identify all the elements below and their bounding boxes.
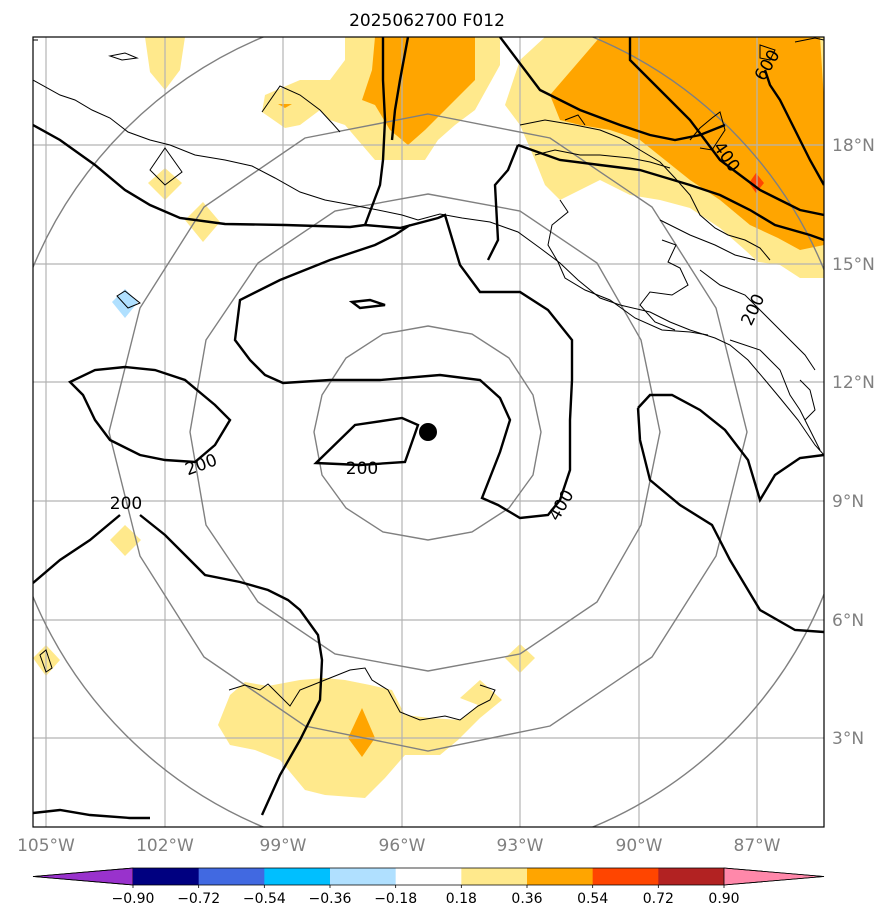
colorbar-tick-labels: −0.90 −0.72 −0.54 −0.36 −0.18 0.18 0.36 0.54 0.7… <box>112 885 740 907</box>
colorbar-tick-label: 0.18 <box>446 891 477 907</box>
lat-tick-label: 9°N <box>832 492 864 512</box>
lat-tick-label: 3°N <box>832 729 864 749</box>
lat-tick-label: 6°N <box>832 611 864 631</box>
lon-tick-label: 90°W <box>616 836 663 856</box>
colorbar-segment <box>198 868 265 885</box>
contour-lines <box>33 37 824 820</box>
range-rings <box>33 37 824 827</box>
lon-tick-label: 99°W <box>260 836 307 856</box>
colorbar-tick-label: 0.54 <box>577 891 608 907</box>
colorbar-tick-label: −0.18 <box>374 891 417 907</box>
colorbar-segment <box>133 868 200 885</box>
colorbar-segment <box>461 868 528 885</box>
colorbar-tick-label: 0.72 <box>643 891 674 907</box>
colorbar-segment <box>527 868 594 885</box>
lon-tick-label: 96°W <box>379 836 426 856</box>
lat-tick-labels: 18°N 15°N 12°N 9°N 6°N 3°N <box>832 136 875 749</box>
map-frame <box>32 36 825 828</box>
colorbar-tick-label: 0.90 <box>708 891 739 907</box>
lon-tick-label: 93°W <box>497 836 544 856</box>
contour-label: 200 <box>346 459 378 479</box>
graticule <box>33 37 824 827</box>
colorbar-tick-label: −0.90 <box>112 891 155 907</box>
colorbar-tick-label: −0.54 <box>243 891 286 907</box>
coastlines <box>33 37 824 721</box>
colorbar-segment <box>395 868 462 885</box>
lon-tick-label: 105°W <box>17 836 75 856</box>
lat-tick-label: 15°N <box>832 255 875 275</box>
colorbar-tick-label: 0.36 <box>511 891 542 907</box>
colorbar-segments <box>32 867 825 886</box>
colorbar-segment <box>658 868 725 885</box>
lon-tick-label: 87°W <box>734 836 781 856</box>
lat-tick-label: 12°N <box>832 373 875 393</box>
colorbar-segment <box>264 868 331 885</box>
colorbar-tick-label: −0.72 <box>177 891 220 907</box>
colorbar-extend-high <box>723 867 825 886</box>
map-title: 2025062700 F012 <box>349 11 505 31</box>
lon-tick-labels: 105°W 102°W 99°W 96°W 93°W 90°W 87°W <box>17 836 781 856</box>
colorbar-segment <box>592 868 659 885</box>
colorbar: −0.90 −0.72 −0.54 −0.36 −0.18 0.18 0.36 0.54 0.7… <box>32 867 825 907</box>
contour-label: 200 <box>110 494 142 514</box>
lon-tick-label: 102°W <box>136 836 194 856</box>
lat-tick-label: 18°N <box>832 136 875 156</box>
map-panel: 200 200 200 400 400 600 200 <box>33 37 824 827</box>
colorbar-extend-low <box>32 867 134 886</box>
storm-center-marker <box>419 423 437 441</box>
colorbar-segment <box>330 868 397 885</box>
colorbar-tick-label: −0.36 <box>309 891 352 907</box>
